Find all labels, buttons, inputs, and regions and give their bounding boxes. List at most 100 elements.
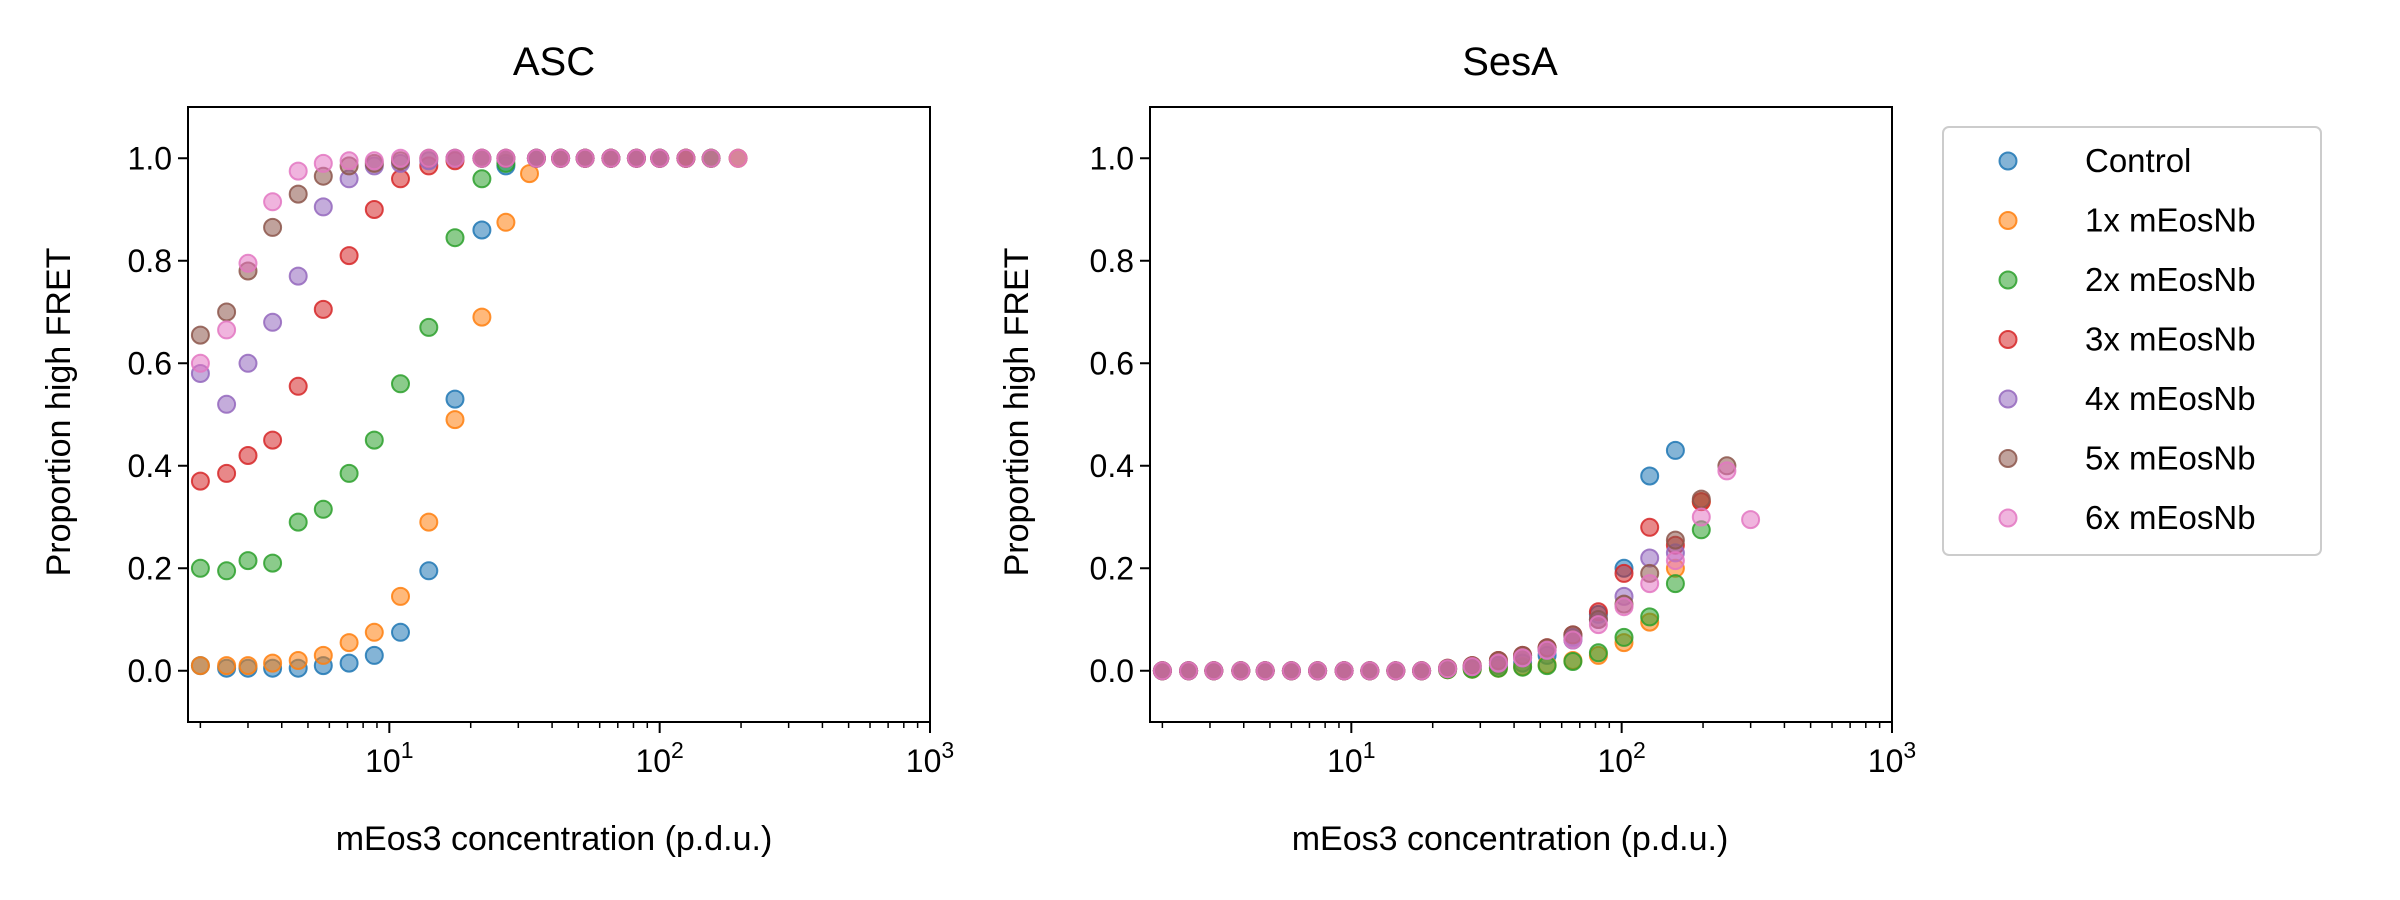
asc-data-point bbox=[313, 645, 333, 665]
sesa-data-point bbox=[1513, 648, 1533, 668]
asc-data-point bbox=[190, 325, 210, 345]
sesa-data-point bbox=[1563, 630, 1583, 650]
asc-data-point bbox=[190, 471, 210, 491]
asc-data-point bbox=[364, 200, 384, 219]
sesa-data-point bbox=[1665, 440, 1685, 460]
sesa-data-point bbox=[1488, 653, 1508, 673]
asc-data-point bbox=[391, 148, 410, 168]
sesa-data-point bbox=[1334, 661, 1354, 681]
asc-data-point bbox=[339, 463, 359, 483]
asc-y-tick-label: 0.4 bbox=[128, 448, 172, 484]
asc-data-point bbox=[364, 430, 384, 450]
asc-data-point bbox=[313, 299, 333, 319]
sesa-y-tick-label: 0.0 bbox=[1090, 653, 1134, 689]
asc-x-tick-label: 102 bbox=[635, 737, 683, 779]
asc-data-point bbox=[288, 512, 308, 532]
sesa-series bbox=[1152, 492, 1711, 681]
asc-data-point bbox=[419, 512, 439, 532]
asc-y-tick-label: 0.0 bbox=[128, 653, 172, 689]
legend-marker bbox=[1998, 389, 2018, 409]
sesa-data-point bbox=[1717, 461, 1737, 481]
sesa-series bbox=[1152, 456, 1737, 681]
asc-series bbox=[190, 148, 721, 581]
legend-entry-label: 2x mEosNb bbox=[2085, 261, 2256, 298]
asc-data-point bbox=[238, 253, 258, 273]
sesa-data-point bbox=[1152, 661, 1172, 681]
asc-data-point bbox=[238, 353, 258, 373]
asc-data-point bbox=[391, 622, 410, 642]
asc-x-tick-label: 101 bbox=[365, 737, 413, 779]
asc-data-point bbox=[419, 317, 439, 337]
sesa-data-point bbox=[1386, 661, 1406, 681]
asc-data-point bbox=[288, 184, 308, 204]
sesa-data-point bbox=[1640, 574, 1660, 594]
asc-data-point bbox=[339, 653, 359, 673]
sesa-data-point bbox=[1640, 466, 1660, 486]
asc-data-point bbox=[551, 148, 571, 168]
asc-data-point bbox=[445, 389, 465, 409]
asc-data-point bbox=[472, 169, 492, 189]
asc-data-point bbox=[626, 148, 646, 168]
asc-panel: ASC mEos3 concentration (p.d.u.) Proport… bbox=[40, 40, 954, 858]
asc-data-point bbox=[728, 148, 748, 168]
asc-data-point bbox=[391, 374, 410, 394]
sesa-title: SesA bbox=[1462, 40, 1558, 84]
asc-y-tick-label: 0.8 bbox=[128, 243, 172, 279]
asc-data-point bbox=[364, 151, 384, 171]
asc-data-point bbox=[288, 161, 308, 181]
sesa-x-tick-label: 103 bbox=[1868, 737, 1916, 779]
asc-data-point bbox=[472, 220, 492, 240]
sesa-data-point bbox=[1640, 517, 1660, 537]
asc-data-point bbox=[313, 197, 333, 217]
asc-y-axis-label: Proportion high FRET bbox=[40, 248, 78, 577]
asc-data-point bbox=[288, 266, 308, 286]
sesa-x-tick-label: 102 bbox=[1597, 737, 1645, 779]
asc-data-point bbox=[313, 499, 333, 519]
asc-data-point bbox=[190, 656, 210, 676]
asc-x-tick-label: 103 bbox=[906, 737, 954, 779]
asc-series bbox=[190, 148, 670, 414]
asc-plot-frame bbox=[187, 106, 931, 723]
sesa-data-point bbox=[1614, 627, 1634, 647]
asc-data-point bbox=[238, 656, 258, 676]
sesa-data-point bbox=[1537, 640, 1557, 660]
asc-data-point bbox=[263, 192, 283, 212]
asc-data-point bbox=[445, 148, 465, 168]
legend-entry-label: 4x mEosNb bbox=[2085, 380, 2256, 417]
asc-data-point bbox=[217, 561, 237, 581]
asc-data-point bbox=[313, 153, 333, 173]
sesa-data-point bbox=[1665, 551, 1685, 571]
sesa-data-point bbox=[1255, 661, 1275, 681]
sesa-y-tick-label: 0.8 bbox=[1090, 243, 1134, 279]
asc-data-point bbox=[419, 148, 439, 168]
asc-data-point bbox=[496, 212, 516, 232]
sesa-data-point bbox=[1588, 643, 1608, 663]
asc-data-point bbox=[217, 463, 237, 483]
sesa-data-point bbox=[1179, 661, 1199, 681]
sesa-data-point bbox=[1412, 661, 1432, 681]
sesa-x-axis-label: mEos3 concentration (p.d.u.) bbox=[1292, 820, 1729, 858]
asc-data-point bbox=[263, 653, 283, 673]
legend-marker bbox=[1998, 270, 2018, 290]
legend-marker bbox=[1998, 449, 2018, 468]
sesa-plot-frame bbox=[1149, 106, 1893, 723]
asc-data-point bbox=[364, 622, 384, 642]
asc-data-point bbox=[339, 151, 359, 171]
asc-data-point bbox=[217, 302, 237, 322]
legend-marker bbox=[1998, 151, 2018, 171]
asc-data-point bbox=[445, 410, 465, 430]
sesa-data-point bbox=[1281, 661, 1301, 681]
asc-data-point bbox=[217, 320, 237, 340]
asc-data-point bbox=[650, 148, 670, 168]
asc-data-point bbox=[701, 148, 721, 168]
asc-data-point bbox=[288, 376, 308, 396]
asc-data-point bbox=[419, 561, 439, 581]
asc-data-point bbox=[263, 553, 283, 573]
sesa-data-point bbox=[1691, 507, 1711, 527]
sesa-data-point bbox=[1462, 657, 1482, 677]
legend-entry-label: 5x mEosNb bbox=[2085, 440, 2256, 477]
legend-entry-label: Control bbox=[2085, 142, 2191, 179]
sesa-data-point bbox=[1308, 661, 1328, 681]
legend-box bbox=[1942, 126, 2322, 556]
legend: Control 1x mEosNb 2x mEosNb 3x mEosNb 4x mEo… bbox=[1942, 126, 2322, 556]
